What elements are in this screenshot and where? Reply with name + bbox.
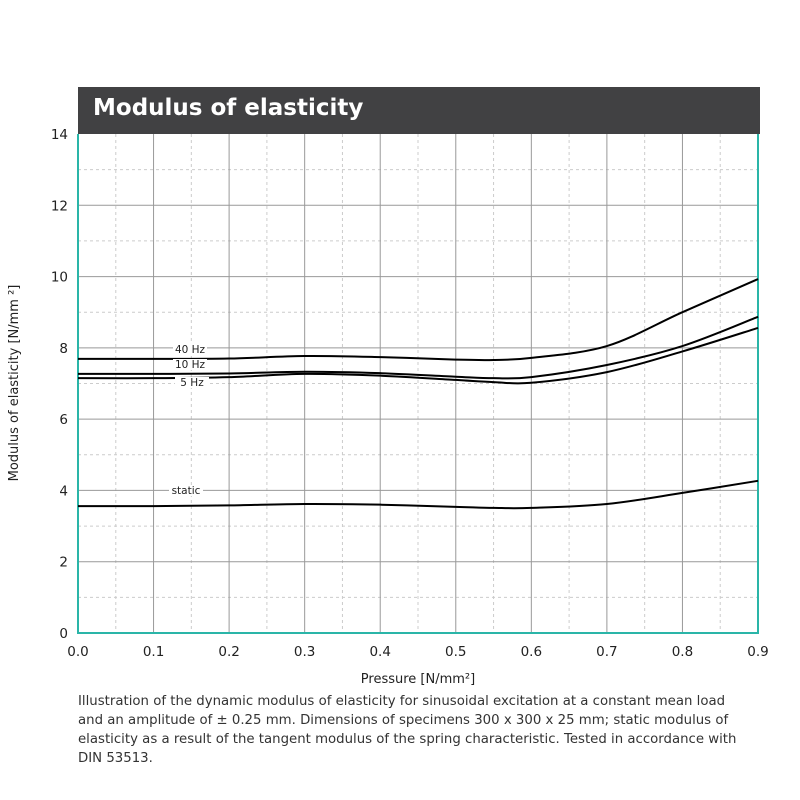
y-tick-label: 6 bbox=[59, 412, 68, 428]
x-tick-label: 0.6 bbox=[521, 644, 542, 660]
series-line-10-hz bbox=[77, 315, 759, 380]
y-tick-label: 0 bbox=[59, 626, 68, 642]
x-tick-label: 0.7 bbox=[596, 644, 617, 660]
series-label: static bbox=[172, 485, 201, 497]
series-line-40-hz bbox=[77, 278, 759, 362]
x-tick-label: 0.3 bbox=[294, 644, 315, 660]
x-tick-label: 0.1 bbox=[143, 644, 164, 660]
series-line-static bbox=[77, 479, 759, 510]
x-tick-label: 0.9 bbox=[747, 644, 768, 660]
series-label: 40 Hz bbox=[175, 344, 206, 356]
series-label-bg bbox=[173, 359, 207, 370]
chart-title: Modulus of elasticity bbox=[93, 95, 364, 121]
x-tick-label: 0.0 bbox=[67, 644, 88, 660]
series-label-bg bbox=[175, 377, 209, 388]
series-label-bg bbox=[169, 485, 203, 496]
x-tick-label: 0.4 bbox=[369, 644, 390, 660]
y-tick-label: 4 bbox=[59, 483, 68, 499]
y-tick-label: 14 bbox=[51, 127, 68, 143]
series-label: 10 Hz bbox=[175, 359, 206, 371]
y-tick-label: 8 bbox=[59, 341, 68, 357]
x-tick-label: 0.5 bbox=[445, 644, 466, 660]
y-tick-label: 12 bbox=[51, 198, 68, 214]
x-axis-label: Pressure [N/mm²] bbox=[361, 672, 475, 687]
series-label-bg bbox=[173, 344, 207, 355]
y-axis-label: Modulus of elasticity [N/mm ²] bbox=[7, 285, 22, 482]
y-tick-label: 2 bbox=[59, 555, 68, 571]
chart-title-bar: Modulus of elasticity bbox=[78, 87, 760, 134]
x-tick-label: 0.8 bbox=[672, 644, 693, 660]
x-tick-label: 0.2 bbox=[218, 644, 239, 660]
series-label: 5 Hz bbox=[180, 377, 204, 389]
chart-caption: Illustration of the dynamic modulus of e… bbox=[78, 694, 737, 766]
y-tick-label: 10 bbox=[51, 270, 68, 286]
